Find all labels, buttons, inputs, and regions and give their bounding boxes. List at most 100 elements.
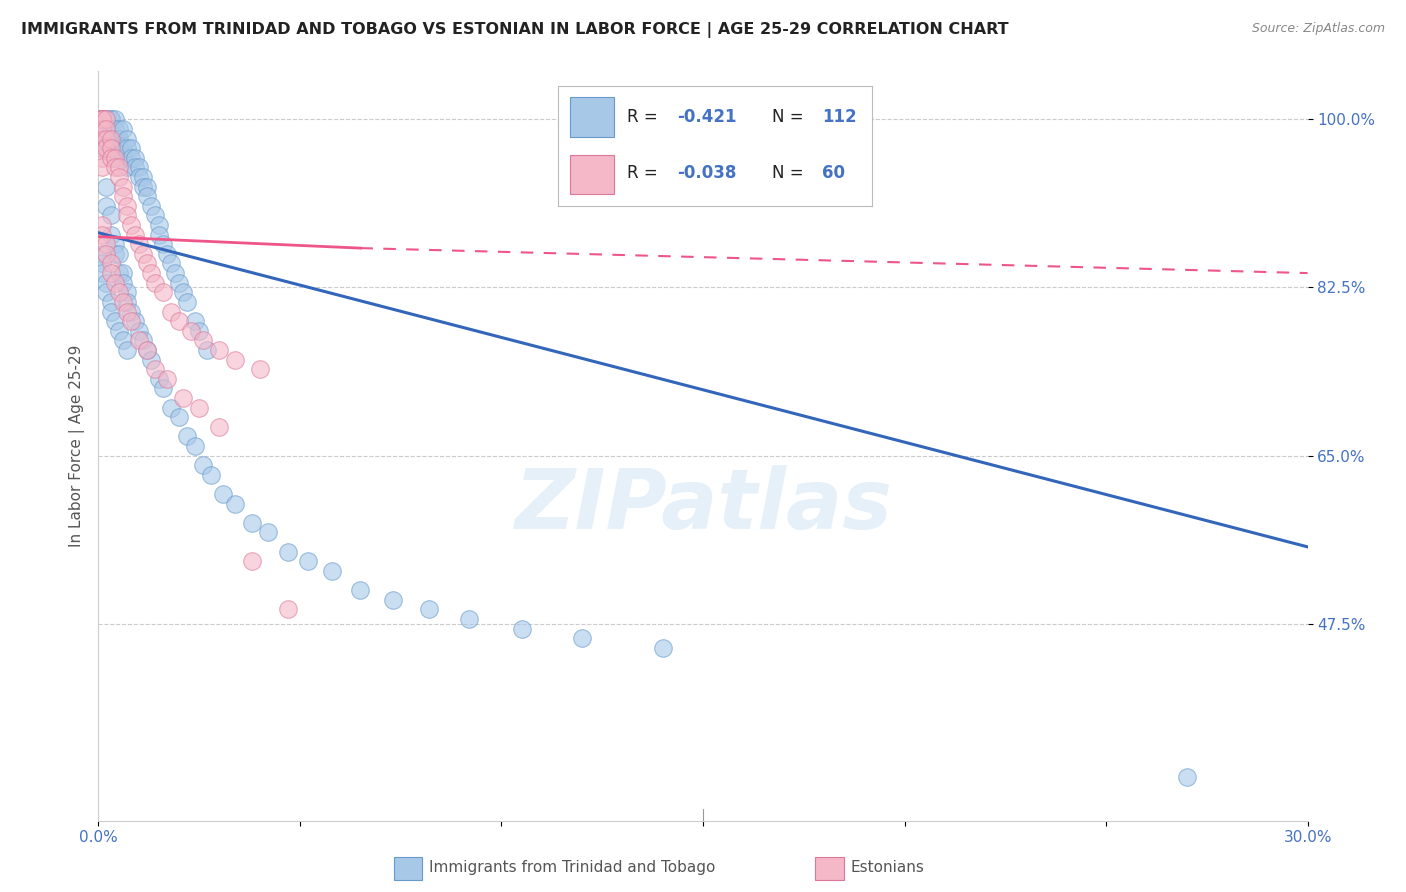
Point: [208, 419, 231, 434]
Point: [152, 237, 174, 252]
Point: [107, 285, 129, 300]
Point: [132, 169, 155, 184]
Point: [115, 161, 138, 175]
Point: [132, 334, 155, 348]
Point: [124, 314, 146, 328]
Point: [297, 554, 319, 568]
Point: [91, 112, 114, 127]
Point: [143, 209, 166, 223]
Point: [103, 131, 125, 145]
Point: [107, 141, 129, 155]
Point: [240, 554, 263, 568]
Point: [135, 256, 157, 270]
Point: [91, 161, 114, 175]
Point: [184, 439, 207, 453]
Point: [458, 612, 481, 626]
Point: [91, 112, 114, 127]
Point: [135, 189, 157, 203]
Point: [124, 161, 146, 175]
Point: [120, 218, 142, 232]
Point: [167, 276, 190, 290]
Text: Immigrants from Trinidad and Tobago: Immigrants from Trinidad and Tobago: [429, 861, 716, 875]
Point: [128, 169, 150, 184]
Point: [1175, 771, 1198, 785]
Point: [107, 324, 129, 338]
Point: [96, 141, 118, 155]
Point: [111, 189, 134, 203]
Point: [120, 151, 142, 165]
Point: [111, 266, 134, 280]
Point: [156, 247, 179, 261]
Point: [91, 151, 114, 165]
Text: ZIPatlas: ZIPatlas: [515, 466, 891, 547]
Point: [132, 179, 155, 194]
Point: [91, 112, 114, 127]
Point: [107, 122, 129, 136]
Point: [115, 209, 138, 223]
Point: [195, 343, 218, 357]
Point: [107, 161, 129, 175]
Text: IMMIGRANTS FROM TRINIDAD AND TOBAGO VS ESTONIAN IN LABOR FORCE | AGE 25-29 CORRE: IMMIGRANTS FROM TRINIDAD AND TOBAGO VS E…: [21, 22, 1008, 38]
Point: [100, 209, 122, 223]
Point: [167, 410, 190, 425]
Point: [107, 266, 129, 280]
Point: [91, 112, 114, 127]
Text: Estonians: Estonians: [851, 861, 925, 875]
Point: [91, 112, 114, 127]
Point: [96, 112, 118, 127]
Point: [91, 266, 114, 280]
Point: [107, 247, 129, 261]
Point: [139, 352, 162, 367]
Point: [139, 199, 162, 213]
Point: [115, 131, 138, 145]
Point: [100, 141, 122, 155]
Point: [91, 227, 114, 242]
Point: [188, 401, 211, 415]
Point: [224, 497, 246, 511]
Point: [163, 266, 186, 280]
Point: [91, 112, 114, 127]
Point: [111, 141, 134, 155]
Point: [96, 131, 118, 145]
Point: [321, 564, 343, 578]
Point: [188, 324, 211, 338]
Point: [571, 631, 593, 645]
Point: [103, 151, 125, 165]
Point: [176, 429, 198, 443]
Point: [148, 218, 170, 232]
Point: [120, 314, 142, 328]
Point: [100, 141, 122, 155]
Point: [160, 304, 183, 318]
Point: [277, 544, 299, 558]
Point: [172, 285, 194, 300]
Point: [139, 266, 162, 280]
Point: [96, 276, 118, 290]
Point: [249, 362, 271, 376]
Point: [115, 141, 138, 155]
Point: [124, 151, 146, 165]
Point: [103, 314, 125, 328]
Point: [132, 247, 155, 261]
Point: [96, 247, 118, 261]
Point: [115, 199, 138, 213]
Point: [111, 334, 134, 348]
Point: [418, 602, 440, 616]
Point: [100, 112, 122, 127]
Text: Source: ZipAtlas.com: Source: ZipAtlas.com: [1251, 22, 1385, 36]
Point: [96, 122, 118, 136]
Point: [103, 247, 125, 261]
Point: [115, 304, 138, 318]
Point: [96, 141, 118, 155]
Point: [103, 276, 125, 290]
Point: [103, 151, 125, 165]
Point: [91, 131, 114, 145]
Point: [111, 122, 134, 136]
Point: [100, 266, 122, 280]
Point: [148, 227, 170, 242]
Point: [91, 141, 114, 155]
Point: [91, 112, 114, 127]
Point: [96, 112, 118, 127]
Point: [103, 112, 125, 127]
Point: [172, 391, 194, 405]
Point: [143, 362, 166, 376]
